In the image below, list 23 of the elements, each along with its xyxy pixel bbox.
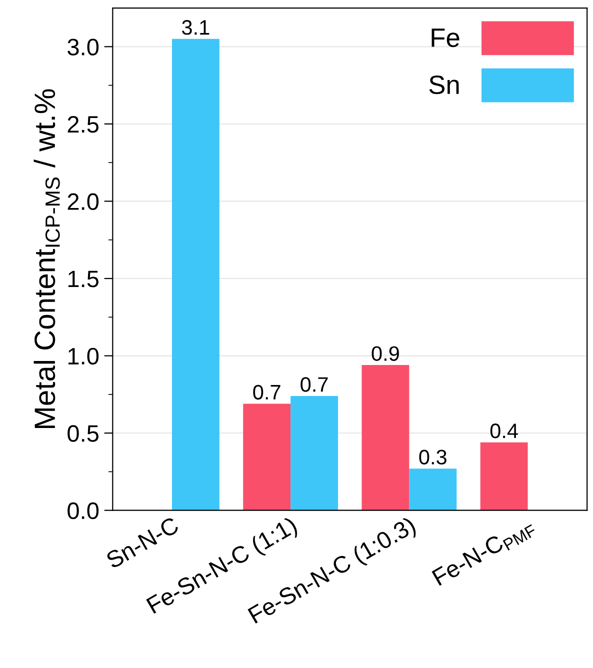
data-label: 3.1 [182,20,210,35]
data-label: 0.7 [253,384,280,400]
text: 2.0 [68,193,99,210]
legend-label: Fe [432,28,460,48]
legend-label: Sn [429,75,459,94]
text: 0.0 [68,502,99,520]
bar [409,468,457,510]
data-label: 0.4 [490,423,518,438]
bar [480,442,528,510]
y-tick-label: 1.5 [68,270,98,288]
bar [243,404,291,510]
data-label: 0.3 [419,450,446,464]
data-label: 0.7 [300,377,328,392]
y-tick-label: 2.5 [68,116,98,133]
bar [362,365,410,510]
text: 1.0 [68,348,99,365]
bar [172,38,220,510]
y-axis-title: Metal Content$_{ICP-MS}$ / wt.% [34,89,60,428]
data-label: 0.9 [372,346,399,361]
x-tick-label: Fe-N-C$_{PMF}$ [432,516,537,590]
text: 3.0 [68,38,99,56]
y-tick-label: 0.5 [68,425,98,442]
bar [290,396,338,510]
